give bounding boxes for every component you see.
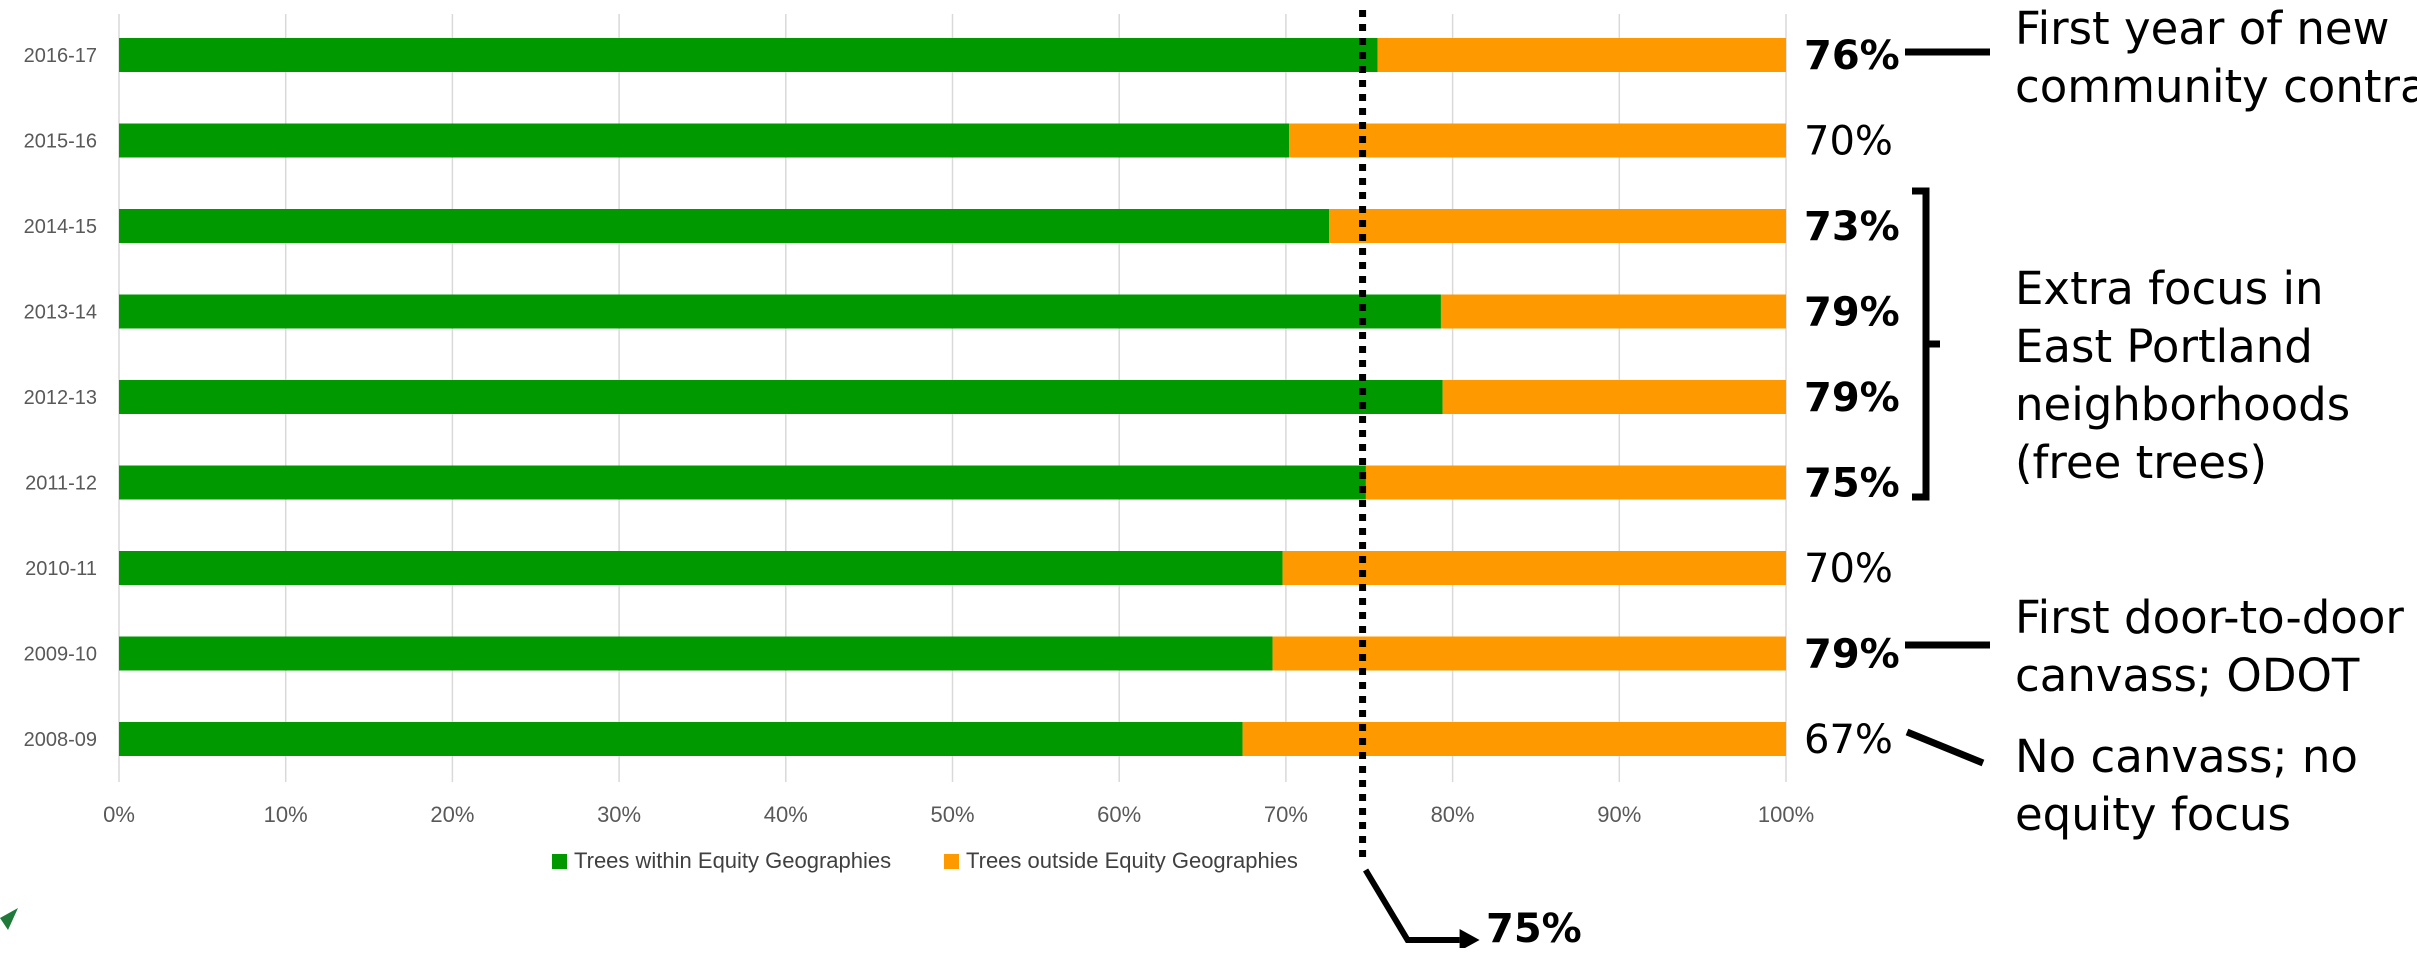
annotation-no-canvass: No canvass; no equity focus bbox=[2015, 728, 2358, 844]
annotation-east-portland: Extra focus in East Portland neighborhoo… bbox=[2015, 260, 2350, 492]
legend-label: Trees within Equity Geographies bbox=[574, 848, 892, 873]
legend-within: Trees within Equity Geographies bbox=[552, 848, 891, 874]
legend-outside: Trees outside Equity Geographies bbox=[944, 848, 1298, 874]
legend-label: Trees outside Equity Geographies bbox=[966, 848, 1298, 873]
annotation-line: East Portland bbox=[2015, 320, 2313, 373]
bar-within bbox=[119, 209, 1330, 243]
x-tick-label: 0% bbox=[103, 802, 135, 827]
y-axis-labels: 2016-17 2015-16 2014-15 2013-14 2012-13 2011-… bbox=[24, 45, 97, 751]
bar-within bbox=[119, 38, 1378, 72]
bar-within bbox=[119, 123, 1290, 158]
annotation-line: No canvass; no bbox=[2015, 730, 2358, 783]
bar-within bbox=[119, 551, 1283, 585]
bar-value-labels: 76% 70% 73% 79% 79% 75% 70% 79% 67% bbox=[1804, 33, 1900, 763]
bar-outside bbox=[1329, 209, 1786, 243]
x-tick-label: 10% bbox=[264, 802, 308, 827]
bar-outside bbox=[1440, 294, 1786, 329]
reference-arrow-line bbox=[1363, 868, 1460, 943]
x-tick-label: 90% bbox=[1597, 802, 1641, 827]
x-tick-label: 50% bbox=[930, 802, 974, 827]
bar-value-label: 79% bbox=[1804, 290, 1900, 336]
y-tick-label: 2016-17 bbox=[24, 45, 97, 67]
bar-outside bbox=[1282, 551, 1786, 585]
annotation-door-to-door: First door-to-door canvass; ODOT bbox=[2015, 589, 2404, 705]
y-tick-label: 2012-13 bbox=[24, 387, 97, 409]
bar-within bbox=[119, 380, 1443, 414]
bar-outside bbox=[1289, 123, 1786, 158]
reference-line-label: 75% bbox=[1486, 906, 1582, 952]
bar-outside bbox=[1365, 465, 1786, 500]
bar-within bbox=[119, 294, 1441, 329]
bracket-east-portland bbox=[1912, 187, 1940, 501]
annotation-line: equity focus bbox=[2015, 788, 2291, 841]
y-tick-label: 2008-09 bbox=[24, 729, 97, 751]
y-tick-label: 2015-16 bbox=[24, 131, 97, 153]
annotation-line: Extra focus in bbox=[2015, 262, 2324, 315]
x-axis-labels: 0% 10% 20% 30% 40% 50% 60% 70% 80% 90% 100% bbox=[103, 802, 1814, 827]
bar-value-label: 79% bbox=[1804, 632, 1900, 678]
y-tick-label: 2013-14 bbox=[24, 302, 97, 324]
annotation-line: canvass; ODOT bbox=[2015, 649, 2360, 702]
x-tick-label: 30% bbox=[597, 802, 641, 827]
connector-no-canvass bbox=[1905, 728, 1985, 767]
bar-value-label: 75% bbox=[1804, 461, 1900, 507]
bar-value-label: 70% bbox=[1804, 119, 1893, 165]
legend-swatch-green bbox=[552, 853, 567, 869]
annotation-line: (free trees) bbox=[2015, 436, 2268, 489]
reference-line bbox=[1359, 10, 1480, 948]
reference-arrow-head bbox=[1459, 929, 1480, 948]
y-tick-label: 2010-11 bbox=[25, 558, 97, 580]
bars bbox=[119, 38, 1786, 756]
bar-value-label: 73% bbox=[1804, 204, 1900, 250]
x-tick-label: 60% bbox=[1097, 802, 1141, 827]
bar-value-label: 67% bbox=[1804, 717, 1893, 763]
bar-value-label: 76% bbox=[1804, 33, 1900, 79]
bar-value-label: 70% bbox=[1804, 546, 1893, 592]
y-tick-label: 2009-10 bbox=[24, 644, 97, 666]
annotation-line: First door-to-door bbox=[2015, 591, 2404, 644]
logo-fragment bbox=[0, 908, 18, 930]
y-tick-label: 2014-15 bbox=[24, 216, 97, 238]
bar-within bbox=[119, 636, 1273, 671]
bar-outside bbox=[1377, 38, 1786, 72]
bar-outside bbox=[1442, 380, 1786, 414]
bar-within bbox=[119, 722, 1243, 756]
x-tick-label: 20% bbox=[430, 802, 474, 827]
bar-outside bbox=[1242, 722, 1786, 756]
x-tick-label: 80% bbox=[1431, 802, 1475, 827]
y-tick-label: 2011-12 bbox=[25, 473, 97, 495]
bar-within bbox=[119, 465, 1366, 500]
annotation-line: neighborhoods bbox=[2015, 378, 2351, 431]
bar-outside bbox=[1272, 636, 1786, 671]
x-tick-label: 40% bbox=[764, 802, 808, 827]
x-tick-label: 70% bbox=[1264, 802, 1308, 827]
x-tick-label: 100% bbox=[1758, 802, 1814, 827]
bar-value-label: 79% bbox=[1804, 375, 1900, 421]
annotation-line: community contract bbox=[2015, 60, 2417, 113]
annotation-first-year: First year of new community contract bbox=[2015, 0, 2417, 116]
legend-swatch-orange bbox=[944, 853, 959, 869]
annotation-line: First year of new bbox=[2015, 2, 2390, 55]
